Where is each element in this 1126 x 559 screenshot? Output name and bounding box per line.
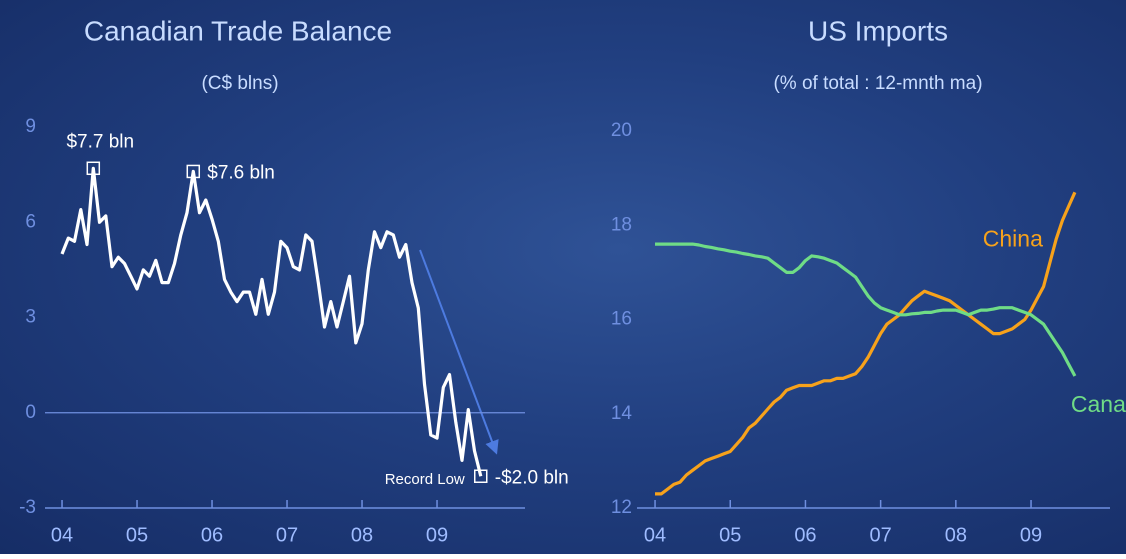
x-tick-label: 08 [351,524,373,546]
x-tick-label: 07 [870,524,892,546]
y-tick-label: 12 [611,497,632,518]
annotation: Record Low [385,471,465,488]
x-tick-label: 06 [201,524,223,546]
x-tick-label: 04 [644,524,666,546]
point-marker [86,161,101,176]
x-tick-label: 05 [126,524,148,546]
y-tick-label: -3 [19,497,36,518]
y-tick-label: 18 [611,214,632,235]
y-tick-label: 14 [611,403,633,424]
series-line [655,242,1077,377]
y-tick-label: 6 [25,211,36,232]
x-tick-label: 09 [426,524,448,546]
series-label: China [983,225,1043,251]
y-tick-label: 3 [25,307,36,328]
x-tick-label: 08 [945,524,967,546]
annotation: -$2.0 bln [495,467,569,488]
point-marker [474,469,488,483]
chart-subtitle: (C$ blns) [201,73,278,94]
annotation: $7.6 bln [207,162,275,183]
x-tick-label: 09 [1020,524,1042,546]
series-line [655,191,1077,496]
annotation: $7.7 bln [66,131,134,152]
y-tick-label: 0 [25,402,36,423]
data-line [60,166,483,477]
y-tick-label: 20 [611,120,632,141]
x-tick-label: 06 [794,524,816,546]
chart-subtitle: (% of total : 12-mnth ma) [773,73,982,94]
point-marker [186,164,201,179]
x-tick-label: 04 [51,524,73,546]
x-tick-label: 05 [719,524,741,546]
trend-arrow [419,249,499,455]
x-tick-label: 07 [276,524,298,546]
y-tick-label: 9 [25,116,36,137]
chart-title: US Imports [808,15,948,46]
y-tick-label: 16 [611,309,632,330]
series-label: Canada [1071,391,1126,417]
chart-title: Canadian Trade Balance [84,15,392,46]
